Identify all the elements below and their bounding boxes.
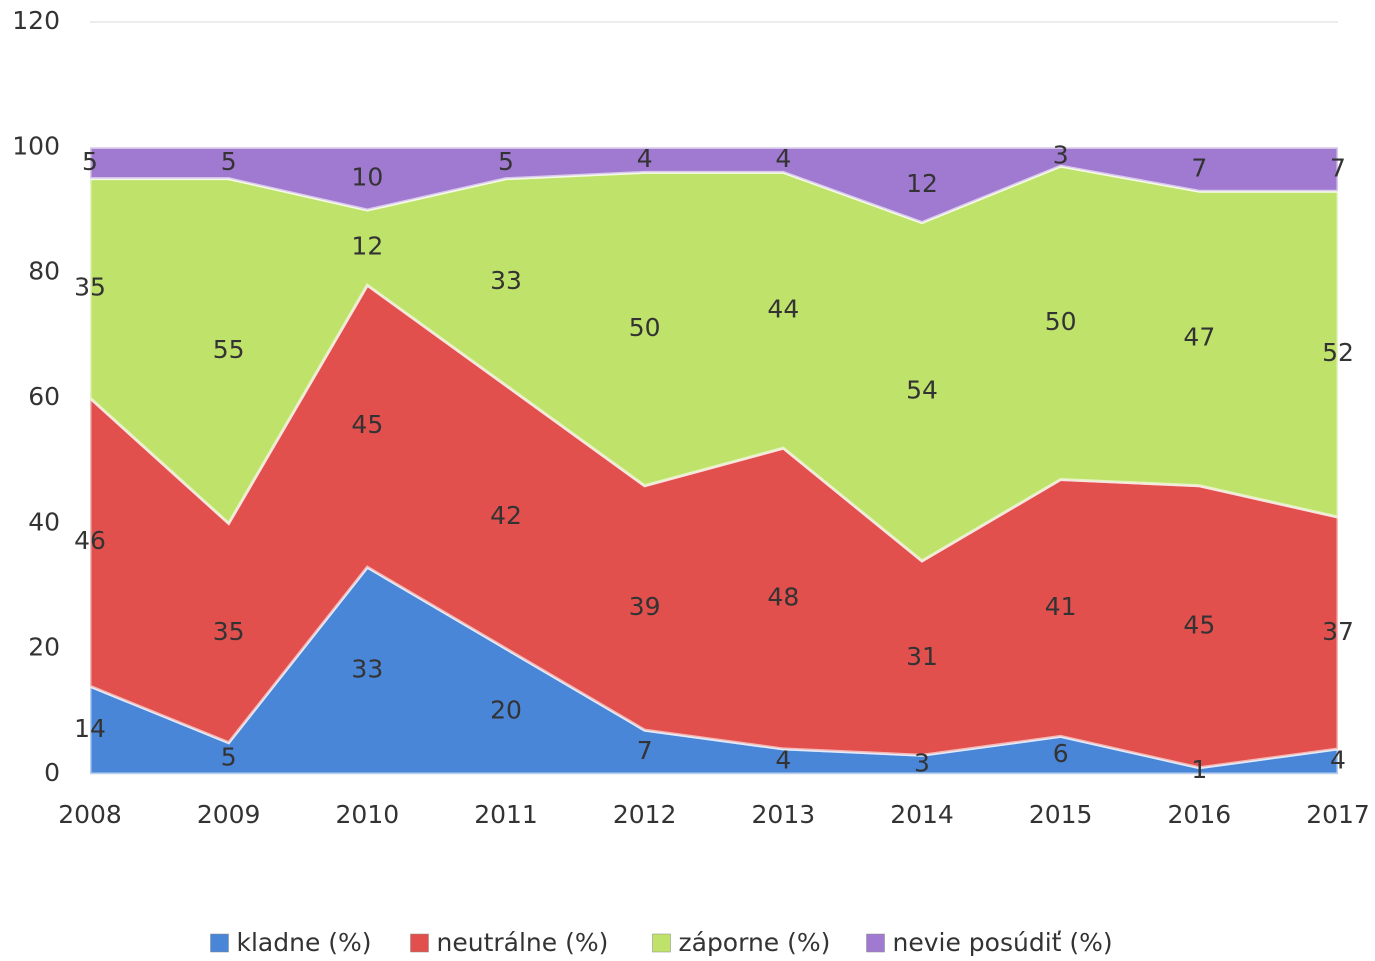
y-tick-label: 100 <box>12 131 60 160</box>
data-label: 35 <box>213 617 245 646</box>
legend-swatch <box>410 933 429 953</box>
data-label: 48 <box>767 583 799 612</box>
data-label: 5 <box>82 147 98 176</box>
legend-label: neutrálne (%) <box>437 928 609 957</box>
legend-swatch <box>866 933 885 953</box>
data-label: 39 <box>629 592 661 621</box>
x-tick-label: 2014 <box>890 800 954 829</box>
data-label: 7 <box>1191 153 1207 182</box>
data-label: 52 <box>1322 338 1354 367</box>
y-tick-label: 120 <box>12 6 60 35</box>
data-label: 3 <box>914 749 930 778</box>
data-label: 31 <box>906 642 938 671</box>
data-label: 50 <box>629 313 661 342</box>
y-tick-label: 0 <box>44 758 60 787</box>
data-label: 12 <box>351 232 383 261</box>
data-label: 46 <box>74 526 106 555</box>
x-tick-label: 2017 <box>1306 800 1370 829</box>
data-label: 10 <box>351 163 383 192</box>
legend-label: nevie posúdiť (%) <box>893 928 1113 957</box>
x-tick-label: 2016 <box>1168 800 1232 829</box>
data-label: 35 <box>74 272 106 301</box>
x-tick-label: 2011 <box>474 800 538 829</box>
x-tick-label: 2008 <box>58 800 122 829</box>
data-label: 1 <box>1191 755 1207 784</box>
data-label: 45 <box>1183 611 1215 640</box>
data-label: 7 <box>1330 153 1346 182</box>
x-tick-label: 2015 <box>1029 800 1093 829</box>
data-label: 4 <box>775 745 791 774</box>
y-tick-label: 20 <box>28 633 60 662</box>
legend-label: záporne (%) <box>679 928 831 957</box>
x-tick-label: 2009 <box>197 800 261 829</box>
data-label: 42 <box>490 501 522 530</box>
data-label: 33 <box>351 655 383 684</box>
legend-swatch <box>210 933 229 953</box>
data-label: 41 <box>1045 592 1077 621</box>
data-label: 20 <box>490 695 522 724</box>
y-tick-label: 80 <box>28 257 60 286</box>
area <box>88 145 1340 225</box>
legend-swatch <box>652 933 671 953</box>
data-label: 45 <box>351 410 383 439</box>
data-label: 5 <box>221 147 237 176</box>
data-label: 47 <box>1183 322 1215 351</box>
x-tick-label: 2013 <box>752 800 816 829</box>
data-label: 4 <box>637 144 653 173</box>
data-label: 6 <box>1053 739 1069 768</box>
data-label: 5 <box>221 742 237 771</box>
x-tick-label: 2012 <box>613 800 677 829</box>
data-label: 55 <box>213 335 245 364</box>
legend-label: kladne (%) <box>237 928 372 957</box>
data-label: 54 <box>906 376 938 405</box>
data-label: 12 <box>906 169 938 198</box>
x-tick-label: 2010 <box>336 800 400 829</box>
data-label: 7 <box>637 736 653 765</box>
data-label: 33 <box>490 266 522 295</box>
data-label: 5 <box>498 147 514 176</box>
data-label: 14 <box>74 714 106 743</box>
data-label: 4 <box>775 144 791 173</box>
y-tick-label: 40 <box>28 507 60 536</box>
data-label: 3 <box>1053 141 1069 170</box>
y-tick-label: 60 <box>28 382 60 411</box>
data-label: 50 <box>1045 307 1077 336</box>
data-label: 4 <box>1330 745 1346 774</box>
data-label: 44 <box>767 294 799 323</box>
data-label: 37 <box>1322 617 1354 646</box>
